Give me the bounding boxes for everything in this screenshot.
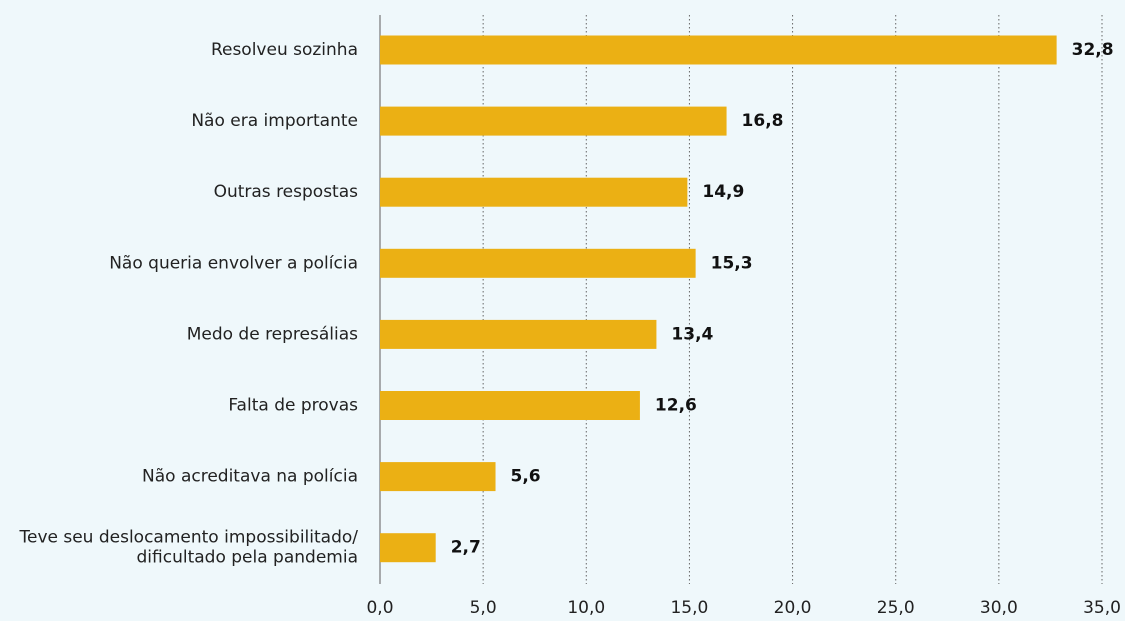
y-tick-label: Não acreditava na polícia (142, 467, 358, 487)
value-label: 13,4 (671, 324, 713, 344)
x-tick-label: 0,0 (366, 598, 393, 618)
value-label: 5,6 (511, 467, 541, 487)
bar (380, 35, 1057, 65)
bar (380, 106, 727, 136)
y-tick-label: Outras respostas (214, 182, 359, 202)
value-label: 12,6 (655, 396, 697, 416)
x-tick-label: 20,0 (774, 598, 812, 618)
y-tick-label: Não queria envolver a polícia (109, 253, 358, 273)
bar (380, 248, 696, 278)
x-tick-label: 10,0 (567, 598, 605, 618)
x-tick-label: 15,0 (670, 598, 708, 618)
value-label: 2,7 (451, 538, 481, 558)
value-label: 16,8 (742, 111, 784, 131)
bar (380, 462, 496, 492)
x-tick-label: 30,0 (980, 598, 1018, 618)
value-label: 15,3 (711, 253, 753, 273)
bar (380, 533, 436, 563)
value-label: 32,8 (1072, 40, 1114, 60)
y-tick-label: Teve seu deslocamento impossibilitado/di… (18, 528, 358, 568)
y-tick-label: Falta de provas (228, 396, 358, 416)
bar (380, 319, 657, 349)
value-label: 14,9 (702, 182, 744, 202)
bar (380, 391, 640, 420)
y-tick-label: Resolveu sozinha (211, 40, 358, 60)
x-tick-label: 35,0 (1083, 598, 1121, 618)
y-tick-label: Não era importante (191, 111, 358, 131)
x-tick-label: 5,0 (470, 598, 497, 618)
y-tick-label: Medo de represálias (187, 324, 358, 344)
bar (380, 177, 688, 207)
x-tick-label: 25,0 (877, 598, 915, 618)
